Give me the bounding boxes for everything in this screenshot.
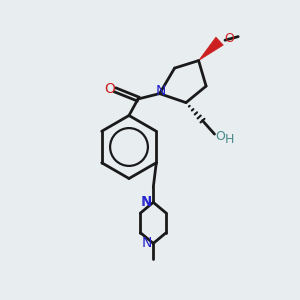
Text: N: N [142,195,152,209]
Text: N: N [142,236,152,250]
Text: N: N [141,195,151,209]
Text: O: O [216,130,225,143]
Text: O: O [105,82,116,95]
Polygon shape [199,37,223,61]
Text: O: O [224,32,234,45]
Text: N: N [156,84,166,98]
Text: H: H [225,133,234,146]
